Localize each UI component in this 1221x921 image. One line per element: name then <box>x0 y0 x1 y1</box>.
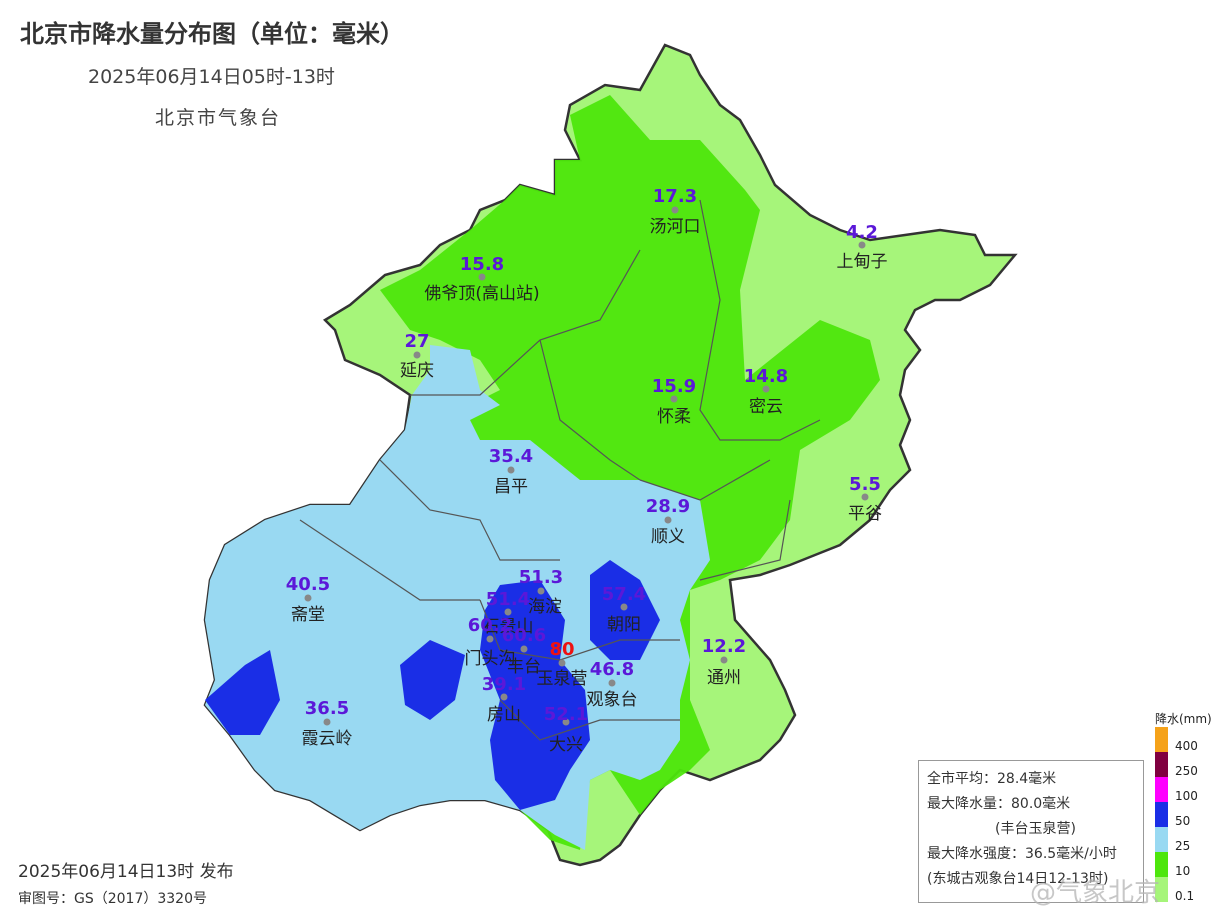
station-shunyi: 28.9 顺义 <box>646 496 690 547</box>
svg-text:平谷: 平谷 <box>848 504 882 524</box>
rain-band-50-100 <box>480 580 590 810</box>
stat-intensity-site: (东城古观象台14日12-13时) <box>927 871 1109 887</box>
svg-text:门头沟: 门头沟 <box>465 649 516 669</box>
svg-text:40.5: 40.5 <box>286 574 330 595</box>
svg-text:通州: 通州 <box>707 668 741 688</box>
legend-color-bar <box>1155 727 1168 902</box>
svg-text:46.8: 46.8 <box>590 659 634 680</box>
svg-text:朝阳: 朝阳 <box>607 615 641 635</box>
svg-text:顺义: 顺义 <box>651 527 685 547</box>
legend-swatch-100 <box>1155 777 1168 802</box>
legend-label: 50 <box>1175 814 1191 828</box>
svg-text:15.9: 15.9 <box>652 376 696 397</box>
station-shangdianzi: 4.2 上甸子 <box>837 222 888 272</box>
svg-text:斋堂: 斋堂 <box>291 605 325 625</box>
svg-text:35.4: 35.4 <box>489 446 533 467</box>
svg-text:57.4: 57.4 <box>602 584 646 605</box>
station-tongzhou: 12.2 通州 <box>702 636 746 688</box>
svg-text:14.8: 14.8 <box>744 366 788 387</box>
agency-name: 北京市气象台 <box>155 107 282 129</box>
station-daxing: 52.1 大兴 <box>544 704 588 755</box>
svg-text:上甸子: 上甸子 <box>837 252 888 272</box>
svg-text:观象台: 观象台 <box>587 690 638 710</box>
svg-text:昌平: 昌平 <box>494 477 528 497</box>
svg-text:36.5: 36.5 <box>305 698 349 719</box>
legend-label: 100 <box>1175 789 1198 803</box>
station-value: 17.3 <box>653 186 697 207</box>
svg-text:石景山: 石景山 <box>483 617 534 637</box>
legend-swatch-50 <box>1155 802 1168 827</box>
station-fengtai: 60.6 丰台 <box>502 625 546 677</box>
legend-label: 25 <box>1175 839 1191 853</box>
stat-intensity: 最大降水强度：36.5毫米/小时 <box>927 846 1117 862</box>
station-pinggu: 5.5 平谷 <box>848 474 882 524</box>
svg-text:丰台: 丰台 <box>507 657 541 677</box>
svg-text:51.3: 51.3 <box>519 567 563 588</box>
legend-title: 降水(mm) <box>1155 712 1212 726</box>
svg-text:27: 27 <box>404 331 429 352</box>
legend-swatch-10 <box>1155 852 1168 877</box>
station-shijingshan: 51.4 石景山 <box>483 589 534 637</box>
svg-text:28.9: 28.9 <box>646 496 690 517</box>
stat-max: 最大降水量：80.0毫米 <box>927 796 1071 812</box>
svg-text:玉泉营: 玉泉营 <box>537 669 588 689</box>
station-huairou: 15.9 怀柔 <box>652 376 696 427</box>
review-number: 审图号：GS（2017）3320号 <box>18 891 207 907</box>
station-changping: 35.4 昌平 <box>489 446 533 497</box>
svg-text:5.5: 5.5 <box>849 474 881 495</box>
station-tanghekou: 17.3 汤河口 <box>650 186 701 237</box>
station-mentougou: 60.2 门头沟 <box>465 615 516 669</box>
svg-text:60.6: 60.6 <box>502 625 546 646</box>
station-chaoyang: 57.4 朝阳 <box>602 584 646 635</box>
legend-swatch-250 <box>1155 752 1168 777</box>
stat-max-site: (丰台玉泉营) <box>995 821 1076 837</box>
station-miyun: 14.8 密云 <box>744 366 788 417</box>
legend-label: 10 <box>1175 864 1191 878</box>
svg-text:60.2: 60.2 <box>468 615 512 636</box>
legend-label: 0.1 <box>1175 889 1195 903</box>
svg-text:80: 80 <box>549 639 574 660</box>
station-yuquanying: 80 玉泉营 <box>537 639 588 689</box>
station-foyeding: 15.8 佛爷顶(高山站) <box>424 254 539 304</box>
station-zhaitang: 40.5 斋堂 <box>286 574 330 625</box>
watermark: @气象北京 <box>1030 878 1161 908</box>
svg-text:39.1: 39.1 <box>482 674 526 695</box>
svg-text:52.1: 52.1 <box>544 704 588 725</box>
stat-average: 全市平均：28.4毫米 <box>927 771 1057 787</box>
svg-text:海淀: 海淀 <box>528 597 562 617</box>
district-boundaries <box>299 199 821 741</box>
station-xiayunling: 36.5 霞云岭 <box>302 698 353 749</box>
legend-swatch-25 <box>1155 827 1168 852</box>
station-haidian: 51.3 海淀 <box>519 567 563 617</box>
legend-label: 400 <box>1175 739 1198 753</box>
station-guanxiangtai: 46.8 观象台 <box>587 659 638 710</box>
svg-text:延庆: 延庆 <box>400 361 434 381</box>
svg-text:12.2: 12.2 <box>702 636 746 657</box>
svg-text:密云: 密云 <box>749 397 783 417</box>
stats-box: 全市平均：28.4毫米 最大降水量：80.0毫米 (丰台玉泉营) 最大降水强度：… <box>918 760 1144 903</box>
svg-text:51.4: 51.4 <box>486 589 530 610</box>
svg-text:怀柔: 怀柔 <box>657 407 691 427</box>
svg-text:15.8: 15.8 <box>460 254 504 275</box>
station-fangshan: 39.1 房山 <box>482 674 526 725</box>
legend-swatch-0-1 <box>1155 877 1168 902</box>
map-title: 北京市降水量分布图（单位：毫米） <box>20 20 404 48</box>
station-name: 汤河口 <box>650 217 701 237</box>
svg-text:4.2: 4.2 <box>846 222 878 243</box>
svg-text:大兴: 大兴 <box>549 735 583 755</box>
legend-label: 250 <box>1175 764 1198 778</box>
svg-text:房山: 房山 <box>487 705 521 725</box>
svg-text:佛爷顶(高山站): 佛爷顶(高山站) <box>424 284 539 304</box>
legend-swatch-400 <box>1155 727 1168 752</box>
svg-text:霞云岭: 霞云岭 <box>302 729 353 749</box>
issue-time: 2025年06月14日13时 发布 <box>18 862 234 882</box>
station-yanqing: 27 延庆 <box>400 331 434 381</box>
time-range: 2025年06月14日05时-13时 <box>88 66 335 88</box>
